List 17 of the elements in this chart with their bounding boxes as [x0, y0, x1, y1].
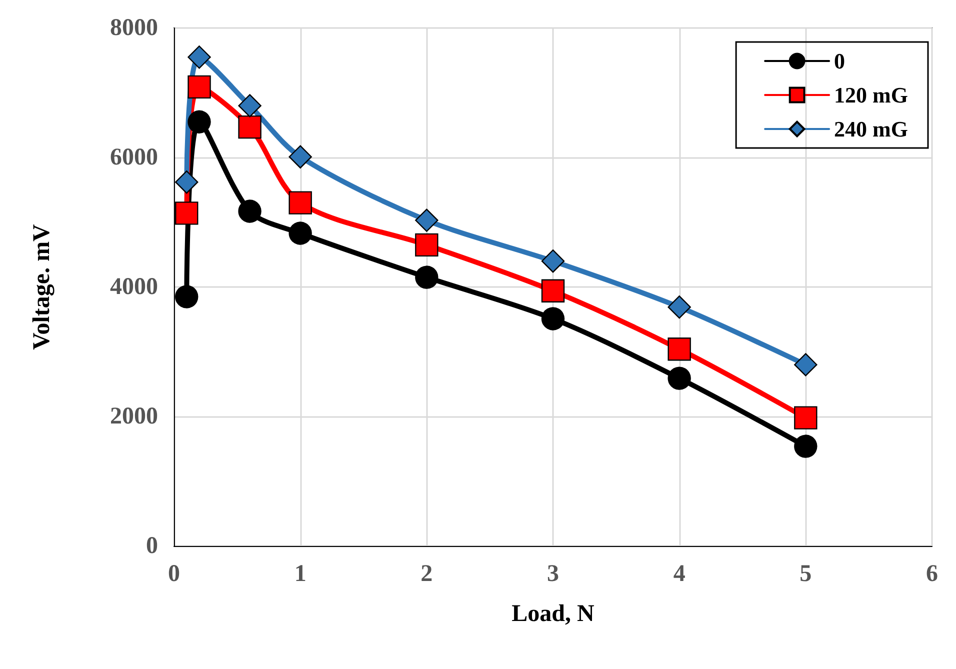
legend-label: 240 mG — [834, 116, 908, 142]
y-tick-label: 4000 — [110, 274, 158, 300]
x-tick-label: 5 — [800, 561, 812, 587]
x-tick-label: 3 — [547, 561, 559, 587]
x-tick-label: 6 — [926, 561, 938, 587]
x-tick-label: 1 — [294, 561, 306, 587]
y-tick-label: 2000 — [110, 404, 158, 430]
x-tick-label: 2 — [420, 561, 433, 587]
legend-label: 0 — [834, 48, 846, 74]
y-tick-label: 0 — [146, 533, 158, 559]
x-tick-label: 0 — [168, 561, 180, 587]
x-tick-label: 4 — [673, 561, 686, 587]
y-tick-label: 8000 — [110, 15, 158, 41]
y-tick-label: 6000 — [110, 144, 158, 170]
y-axis-title: Voltage. mV — [29, 223, 55, 350]
x-axis-title: Load, N — [512, 601, 596, 627]
legend-label: 120 mG — [834, 82, 908, 108]
